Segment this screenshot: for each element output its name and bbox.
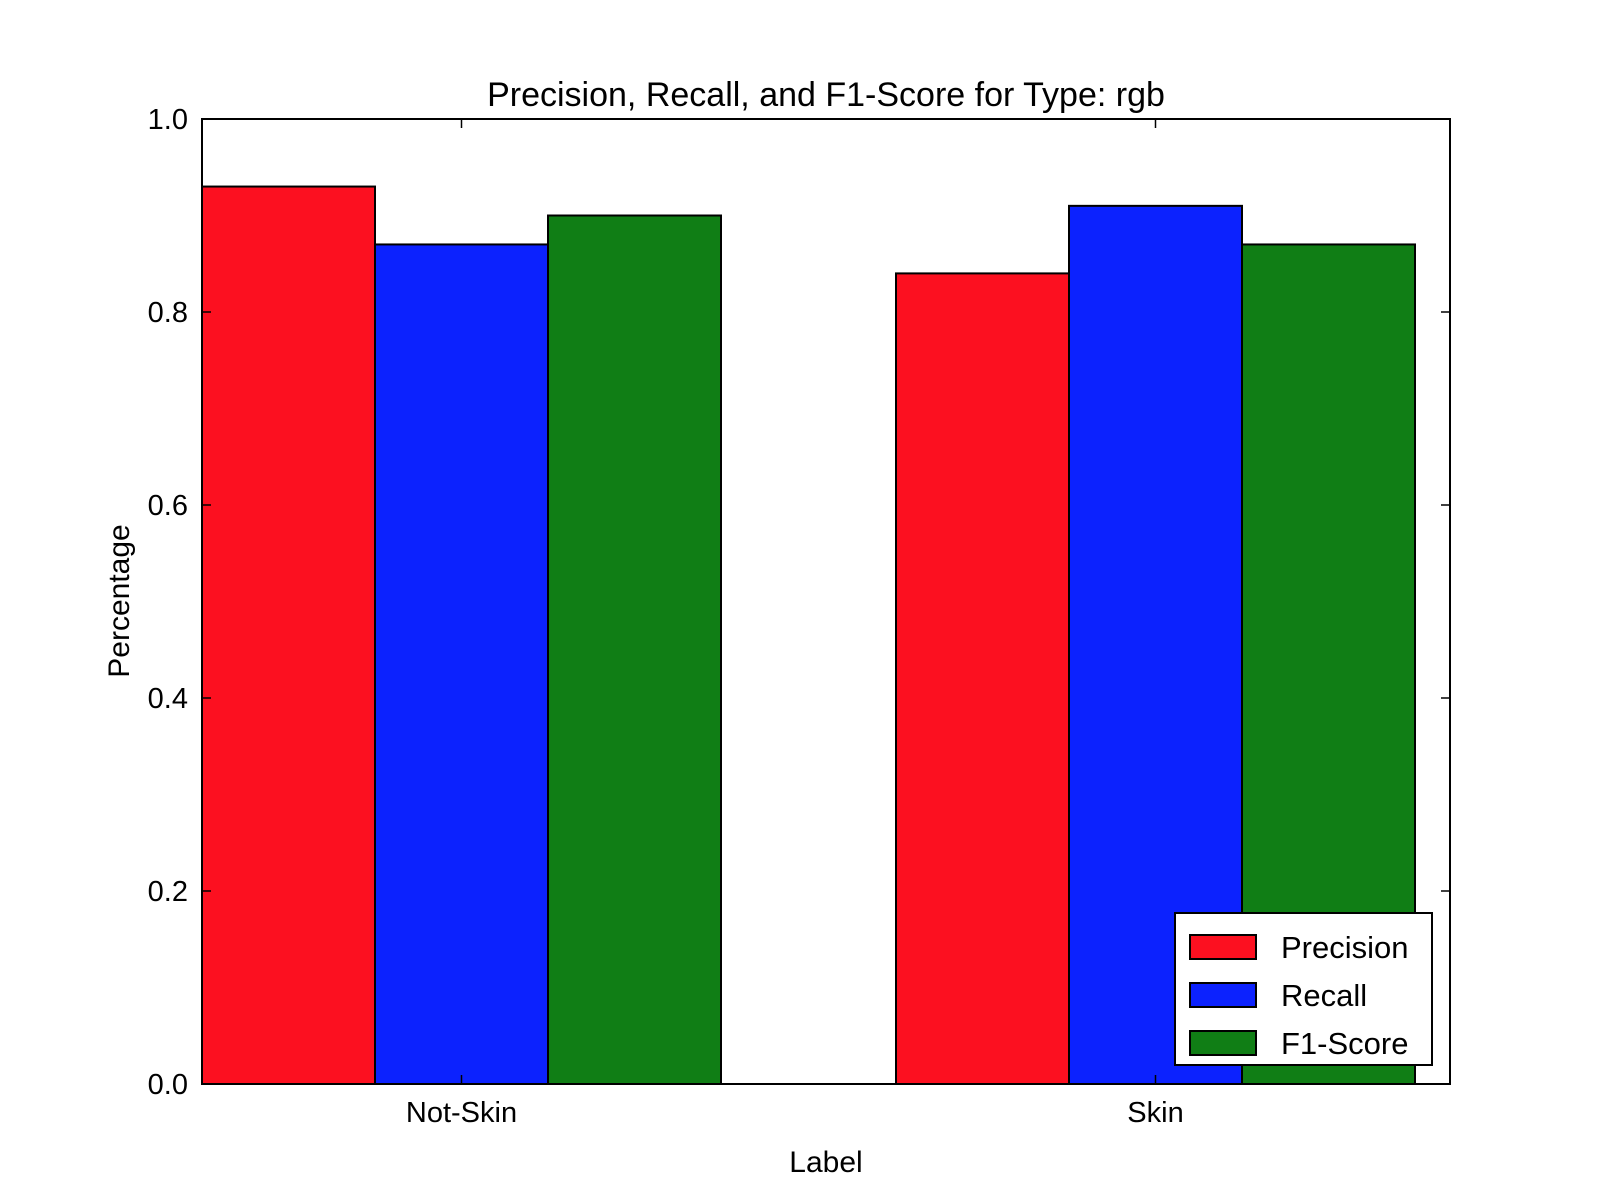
- legend-label-recall: Recall: [1281, 978, 1367, 1013]
- y-tick-label: 0.6: [148, 490, 188, 522]
- legend-swatch-f1-score: [1189, 1030, 1257, 1056]
- chart-title: Precision, Recall, and F1-Score for Type…: [487, 76, 1165, 114]
- x-tick-label-not-skin: Not-Skin: [406, 1097, 517, 1129]
- plot-frame: [201, 118, 1451, 1085]
- legend-swatch-recall: [1189, 982, 1257, 1008]
- legend-swatch-precision: [1189, 934, 1257, 960]
- legend-label-precision: Precision: [1281, 930, 1409, 965]
- bar-not-skin-recall: [374, 243, 549, 1085]
- y-axis-label: Percentage: [103, 524, 136, 677]
- legend: Precision Recall F1-Score: [1174, 912, 1433, 1066]
- bar-not-skin-f1-score: [547, 214, 722, 1085]
- y-tick-label: 0.4: [148, 683, 188, 715]
- x-tick-label-skin: Skin: [1127, 1097, 1183, 1129]
- y-tick-label: 0.0: [148, 1069, 188, 1101]
- x-axis-label: Label: [789, 1146, 862, 1179]
- legend-label-f1-score: F1-Score: [1281, 1026, 1408, 1061]
- bar-not-skin-precision: [201, 185, 376, 1086]
- y-tick-label: 0.2: [148, 876, 188, 908]
- ticks-layer: 0.0 0.2 0.4 0.6 0.8 1.0 Not-Skin Skin: [148, 104, 1450, 1129]
- y-tick-label: 0.8: [148, 297, 188, 329]
- y-tick-label: 1.0: [148, 104, 188, 136]
- bar-skin-precision: [895, 272, 1070, 1085]
